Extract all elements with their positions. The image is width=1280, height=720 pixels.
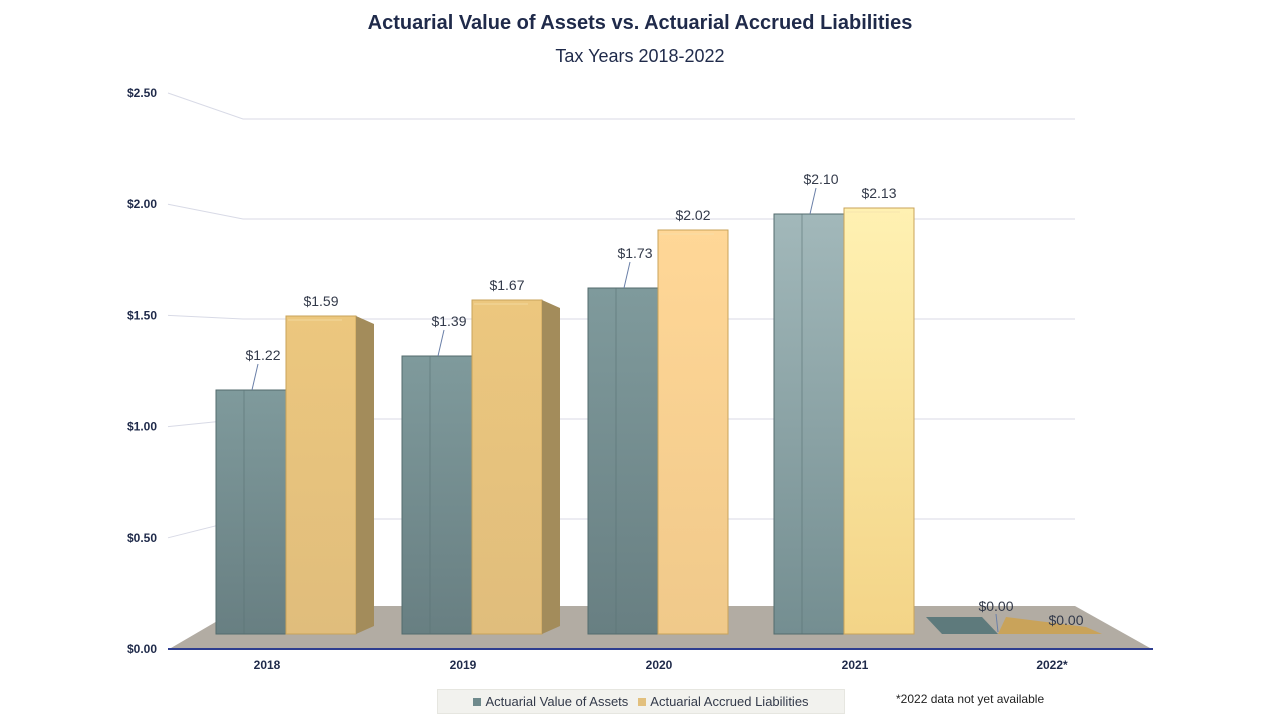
x-tick-label: 2021 xyxy=(842,658,869,672)
data-label-assets: $1.39 xyxy=(431,313,466,329)
bar-liabilities xyxy=(657,229,729,635)
x-tick-label: 2022* xyxy=(1036,658,1068,672)
bar-assets xyxy=(401,355,473,635)
data-labels-group: $1.22 $1.59 $1.39 $1.67 $1.73 $2.02 $2.10 $2.13… xyxy=(245,171,1084,633)
legend: Actuarial Value of Assets Actuarial Accr… xyxy=(437,689,845,714)
x-tick-label: 2020 xyxy=(646,658,673,672)
data-label-assets: $1.73 xyxy=(617,245,652,261)
y-tick-label: $0.00 xyxy=(127,642,157,656)
bar-assets xyxy=(587,287,659,635)
data-label-leader xyxy=(809,187,817,215)
bar-liabilities xyxy=(843,207,915,635)
data-label-leader xyxy=(623,261,631,289)
gridline xyxy=(167,92,1075,120)
axis-ticks-group: $0.00 $0.50 $1.00 $1.50 $2.00 $2.50 2018 2019 20… xyxy=(127,86,1153,672)
legend-label-liabilities: Actuarial Accrued Liabilities xyxy=(650,694,809,709)
legend-item-liabilities[interactable]: Actuarial Accrued Liabilities xyxy=(638,694,809,709)
data-label-leader xyxy=(251,363,259,391)
data-label-assets: $0.00 xyxy=(978,598,1013,614)
y-tick-label: $2.50 xyxy=(127,86,157,100)
x-tick-label: 2018 xyxy=(254,658,281,672)
data-label-liabilities: $1.59 xyxy=(303,293,338,309)
legend-item-assets[interactable]: Actuarial Value of Assets xyxy=(473,694,628,709)
chart-title: Actuarial Value of Assets vs. Actuarial … xyxy=(368,12,913,34)
gridline xyxy=(167,203,1075,220)
legend-swatch-assets xyxy=(473,697,482,706)
legend-label-assets: Actuarial Value of Assets xyxy=(485,694,629,709)
data-label-liabilities: $1.67 xyxy=(489,277,524,293)
bar-liabilities-side xyxy=(542,300,560,634)
y-tick-label: $0.50 xyxy=(127,531,157,545)
data-label-liabilities: $2.02 xyxy=(675,207,710,223)
data-label-assets: $1.22 xyxy=(245,347,280,363)
footnote: *2022 data not yet available xyxy=(896,692,1045,706)
bar-assets xyxy=(773,213,845,635)
bars-group xyxy=(215,207,1102,635)
bar-liabilities-side xyxy=(356,316,374,634)
bar-liabilities xyxy=(471,299,543,635)
y-tick-label: $2.00 xyxy=(127,197,157,211)
chart-subtitle: Tax Years 2018-2022 xyxy=(555,46,724,66)
y-tick-label: $1.50 xyxy=(127,308,157,322)
data-label-liabilities: $2.13 xyxy=(861,185,896,201)
bar-assets xyxy=(215,389,287,635)
legend-swatch-liabilities xyxy=(638,697,647,706)
bar-liabilities xyxy=(998,617,1102,634)
data-label-leader xyxy=(995,613,999,633)
y-tick-label: $1.00 xyxy=(127,420,157,434)
data-label-liabilities: $0.00 xyxy=(1048,612,1083,628)
data-label-assets: $2.10 xyxy=(803,171,838,187)
bar-liabilities xyxy=(285,315,357,635)
bar-assets xyxy=(926,617,998,634)
data-label-leader xyxy=(437,329,445,357)
x-tick-label: 2019 xyxy=(450,658,477,672)
